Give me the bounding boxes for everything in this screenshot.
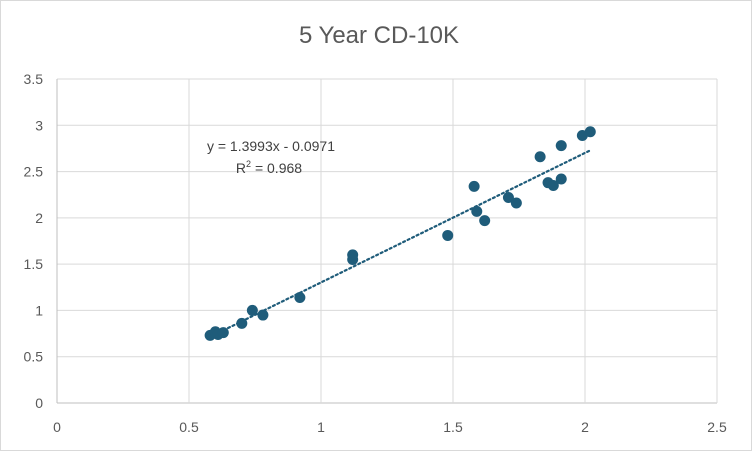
x-tick-label: 2 — [581, 419, 589, 435]
y-tick-label: 3.5 — [24, 71, 44, 87]
data-point — [479, 215, 491, 227]
data-point — [217, 327, 229, 339]
y-tick-label: 3 — [35, 117, 43, 133]
y-tick-label: 0.5 — [24, 349, 44, 365]
r-squared-label: R2 = 0.968 — [236, 159, 302, 176]
data-point — [555, 173, 567, 185]
data-point — [471, 205, 483, 217]
y-tick-label: 2 — [35, 210, 43, 226]
data-points — [204, 126, 596, 341]
gridlines — [56, 78, 718, 404]
x-tick-label: 0.5 — [179, 419, 199, 435]
data-point — [555, 140, 567, 152]
x-tick-label: 0 — [53, 419, 61, 435]
y-tick-label: 0 — [35, 395, 43, 411]
data-point — [294, 291, 306, 303]
r-squared-prefix: R — [236, 160, 246, 176]
r-squared-value: = 0.968 — [251, 160, 302, 176]
data-point — [257, 309, 269, 321]
data-point — [547, 179, 559, 191]
data-point — [442, 229, 454, 241]
trendline-equation: y = 1.3993x - 0.0971 — [207, 138, 335, 154]
x-tick-label: 1 — [317, 419, 325, 435]
data-point — [236, 317, 248, 329]
chart-title: 5 Year CD-10K — [299, 22, 459, 49]
trendline — [209, 149, 592, 338]
y-tick-label: 1.5 — [24, 256, 44, 272]
x-tick-label: 1.5 — [443, 419, 463, 435]
x-tick-label: 2.5 — [707, 419, 727, 435]
data-point — [584, 126, 596, 138]
data-point — [502, 191, 514, 203]
y-tick-label: 1 — [35, 302, 43, 318]
data-point — [468, 180, 480, 192]
data-point — [347, 254, 359, 266]
data-point — [534, 151, 546, 163]
data-point — [510, 197, 522, 209]
data-point — [246, 304, 258, 316]
y-tick-label: 2.5 — [24, 164, 44, 180]
tick-labels: 0 0.5 1 1.5 2 2.5 3 3.5 0 0.5 1 1.5 2 2.5 — [24, 71, 727, 435]
trendline-group — [209, 149, 592, 338]
r-squared-exponent: 2 — [246, 159, 251, 169]
